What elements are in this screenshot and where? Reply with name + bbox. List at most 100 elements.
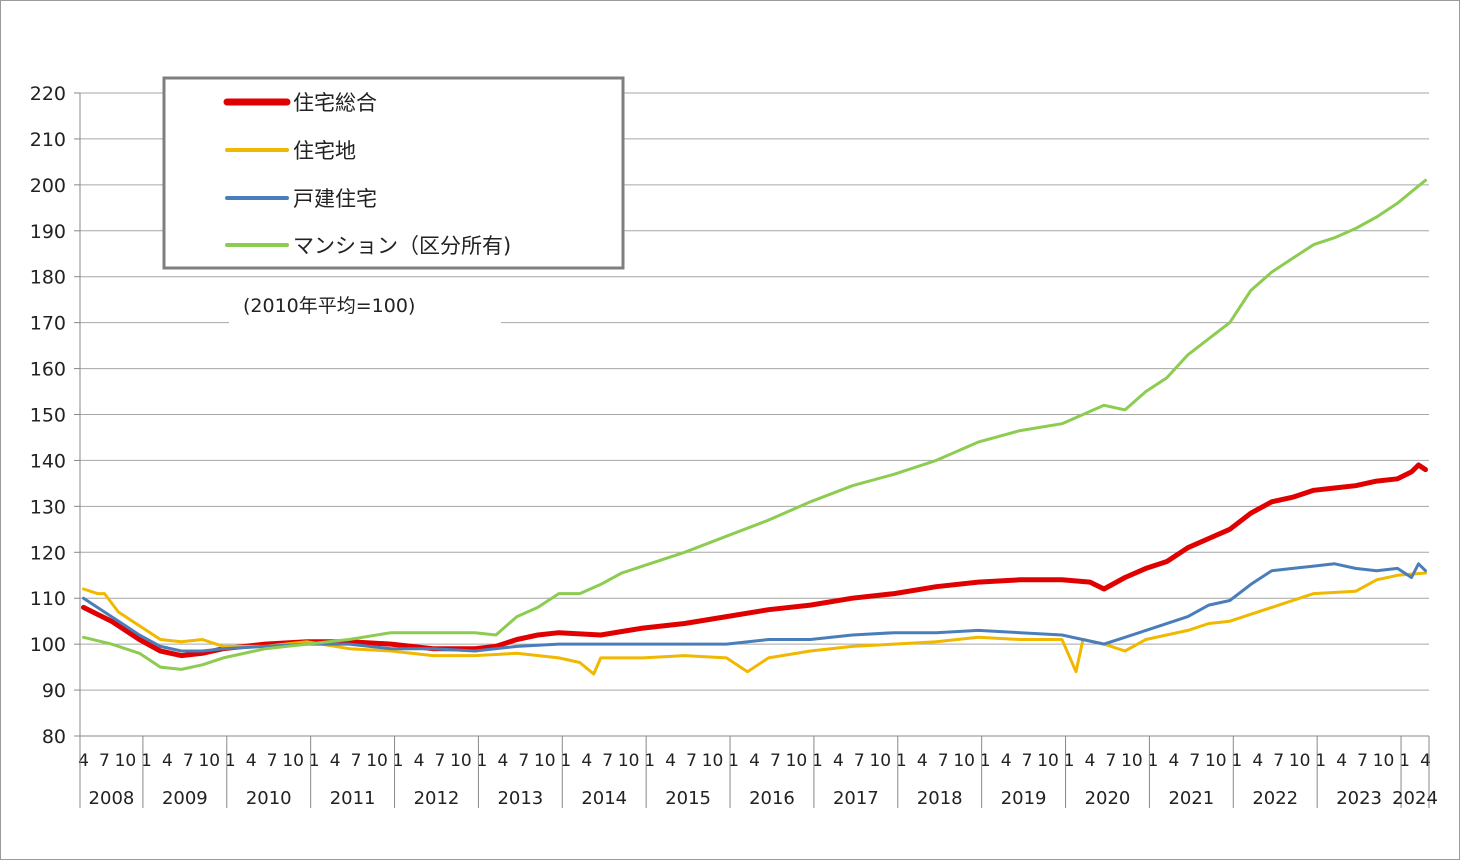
x-month-label: 10	[366, 751, 388, 771]
x-month-label: 7	[602, 751, 613, 771]
x-year-label: 2015	[665, 788, 711, 809]
x-month-label: 7	[267, 751, 278, 771]
legend-label: マンション（区分所有)	[293, 234, 511, 258]
x-month-label: 7	[1357, 751, 1368, 771]
x-year-label: 2008	[89, 788, 135, 809]
x-month-label: 4	[1001, 751, 1012, 771]
x-month-label: 1	[393, 751, 404, 771]
x-month-label: 10	[1037, 751, 1059, 771]
x-month-label: 4	[78, 751, 89, 771]
x-month-label: 7	[183, 751, 194, 771]
y-tick-label: 160	[30, 359, 66, 381]
x-year-label: 2018	[917, 788, 963, 809]
x-month-label: 1	[1399, 751, 1410, 771]
x-year-label: 2011	[330, 788, 376, 809]
y-tick-label: 130	[30, 496, 66, 518]
legend-box	[162, 76, 625, 270]
y-tick-label: 140	[30, 450, 66, 472]
x-month-label: 7	[1022, 751, 1033, 771]
x-year-label: 2009	[162, 788, 208, 809]
x-month-label: 4	[917, 751, 928, 771]
x-month-label: 4	[749, 751, 760, 771]
x-year-label: 2013	[497, 788, 543, 809]
y-tick-label: 190	[30, 221, 66, 243]
x-month-label: 1	[309, 751, 320, 771]
x-month-label: 10	[953, 751, 975, 771]
x-month-label: 4	[1336, 751, 1347, 771]
x-month-label: 4	[497, 751, 508, 771]
x-month-label: 7	[854, 751, 865, 771]
x-month-label: 1	[1064, 751, 1075, 771]
x-month-label: 7	[518, 751, 529, 771]
x-month-label: 10	[198, 751, 220, 771]
x-month-label: 4	[1420, 751, 1431, 771]
x-year-label: 2012	[414, 788, 460, 809]
x-month-label: 1	[644, 751, 655, 771]
x-month-label: 4	[1252, 751, 1263, 771]
x-month-label: 10	[534, 751, 556, 771]
y-tick-label: 220	[30, 83, 66, 105]
x-month-label: 7	[1189, 751, 1200, 771]
note-background	[229, 286, 501, 324]
y-tick-label: 210	[30, 129, 66, 151]
x-month-label: 4	[1168, 751, 1179, 771]
x-year-label: 2019	[1001, 788, 1047, 809]
x-month-label: 7	[686, 751, 697, 771]
y-tick-label: 150	[30, 405, 66, 427]
x-month-label: 10	[702, 751, 724, 771]
y-tick-label: 120	[30, 542, 66, 564]
series-line	[82, 562, 1427, 653]
x-year-label: 2014	[581, 788, 627, 809]
x-axis: 4 7 10 1 4 7 10 1 4 7 10 1 4 7 10 1 4 7 10 1 4 7 10 1 4 7 10 1 4 7 10 1…	[78, 736, 1438, 809]
x-year-label: 2020	[1085, 788, 1131, 809]
y-tick-label: 90	[42, 680, 66, 702]
x-month-label: 10	[618, 751, 640, 771]
x-month-label: 1	[728, 751, 739, 771]
x-month-label: 1	[1231, 751, 1242, 771]
x-month-label: 4	[665, 751, 676, 771]
x-month-label: 7	[99, 751, 110, 771]
x-month-label: 1	[980, 751, 991, 771]
x-year-label: 2010	[246, 788, 292, 809]
y-tick-label: 170	[30, 313, 66, 335]
x-year-label: 2016	[749, 788, 795, 809]
x-month-label: 4	[330, 751, 341, 771]
legend-label: 戸建住宅	[293, 187, 377, 211]
x-month-label: 1	[896, 751, 907, 771]
x-month-label: 10	[786, 751, 808, 771]
x-year-label: 2021	[1168, 788, 1214, 809]
x-month-label: 10	[1373, 751, 1395, 771]
x-month-label: 4	[162, 751, 173, 771]
x-month-label: 7	[351, 751, 362, 771]
x-month-label: 10	[1205, 751, 1227, 771]
x-year-label: 2022	[1252, 788, 1298, 809]
legend-label: 住宅総合	[293, 91, 377, 115]
x-month-label: 1	[560, 751, 571, 771]
legend-label: 住宅地	[293, 139, 356, 163]
x-month-label: 4	[581, 751, 592, 771]
series-line	[81, 462, 1428, 659]
x-month-label: 1	[812, 751, 823, 771]
x-month-label: 4	[414, 751, 425, 771]
x-month-label: 1	[141, 751, 152, 771]
y-tick-label: 100	[30, 634, 66, 656]
x-month-label: 10	[115, 751, 137, 771]
y-tick-label: 110	[30, 588, 66, 610]
x-year-label: 2017	[833, 788, 879, 809]
x-year-label: 2024	[1392, 788, 1438, 809]
base-year-note: (2010年平均=100)	[243, 295, 415, 317]
series-line	[82, 178, 1427, 671]
x-month-label: 7	[938, 751, 949, 771]
x-month-label: 7	[435, 751, 446, 771]
y-tick-label: 200	[30, 175, 66, 197]
x-month-label: 1	[1315, 751, 1326, 771]
x-month-label: 7	[1273, 751, 1284, 771]
x-month-label: 4	[246, 751, 257, 771]
x-month-label: 10	[1289, 751, 1311, 771]
x-month-label: 1	[225, 751, 236, 771]
x-month-label: 10	[282, 751, 304, 771]
y-tick-label: 180	[30, 267, 66, 289]
